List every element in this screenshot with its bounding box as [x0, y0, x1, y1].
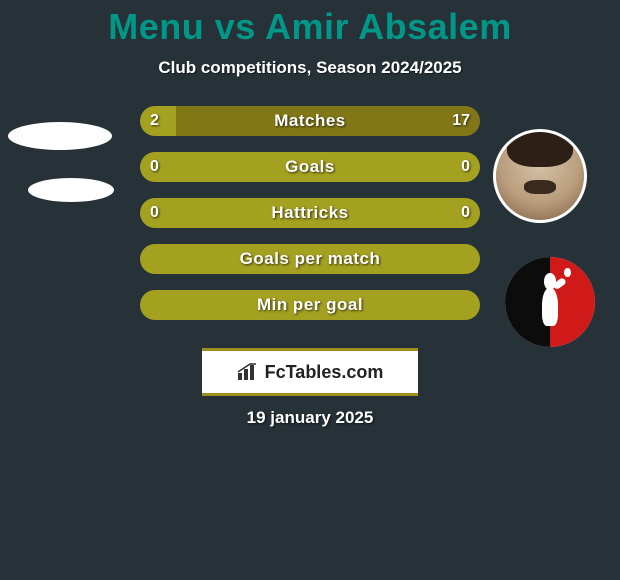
bar-left-segment — [140, 152, 480, 182]
bar-left-segment — [140, 244, 480, 274]
watermark: FcTables.com — [202, 348, 418, 396]
bar-row: Min per goal — [140, 290, 480, 320]
bar-row: Goals00 — [140, 152, 480, 182]
club-crest-right — [505, 257, 595, 347]
crest-icon — [505, 257, 595, 347]
bar-chart-icon — [237, 363, 259, 381]
comparison-card: Menu vs Amir Absalem Club competitions, … — [0, 0, 620, 580]
watermark-text: FcTables.com — [265, 362, 384, 383]
face-icon — [496, 132, 584, 220]
left-placeholder-ellipse — [8, 122, 112, 150]
comparison-chart: Matches217 Goals00 Hattricks00 Goals per ma… — [0, 106, 620, 346]
left-placeholder-ellipse — [28, 178, 114, 202]
bar-left-segment — [140, 198, 480, 228]
bar-right-segment — [176, 106, 480, 136]
bar-list: Matches217 Goals00 Hattricks00 Goals per ma… — [140, 106, 480, 336]
bar-row: Matches217 — [140, 106, 480, 136]
page-subtitle: Club competitions, Season 2024/2025 — [0, 58, 620, 78]
page-title: Menu vs Amir Absalem — [0, 0, 620, 48]
bar-row: Goals per match — [140, 244, 480, 274]
bar-left-segment — [140, 290, 480, 320]
bar-left-segment — [140, 106, 176, 136]
player-photo-right — [493, 129, 587, 223]
bar-row: Hattricks00 — [140, 198, 480, 228]
footer-date: 19 january 2025 — [0, 408, 620, 428]
